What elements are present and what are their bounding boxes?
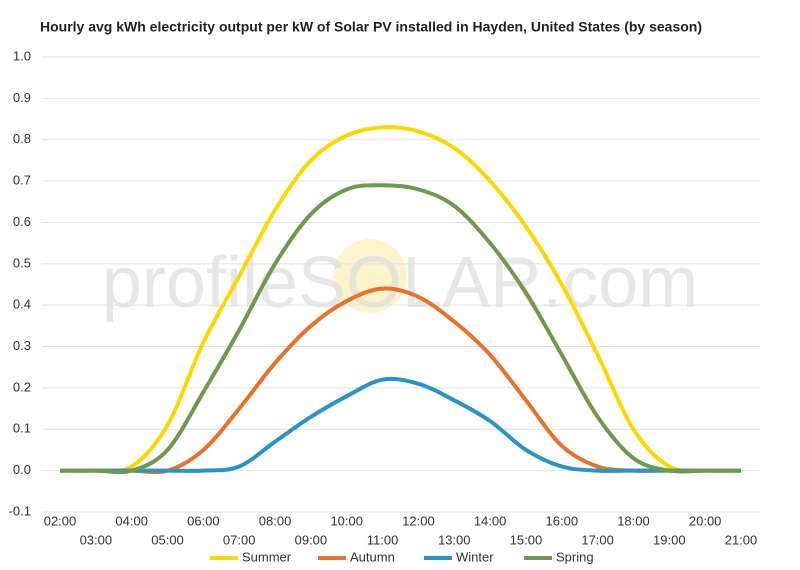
y-tick-label: 0.8 — [13, 131, 31, 146]
watermark: profileSOLAR.com — [102, 243, 698, 323]
legend-swatch — [424, 556, 452, 560]
x-tick-label: 07:00 — [223, 532, 256, 547]
x-tick-label: 10:00 — [330, 513, 363, 528]
x-tick-label: 17:00 — [581, 532, 614, 547]
x-tick-label: 09:00 — [295, 532, 328, 547]
y-tick-label: 0.5 — [13, 255, 31, 270]
series-line — [59, 125, 742, 474]
legend-label: Summer — [242, 549, 292, 564]
y-tick-label: 0.1 — [13, 421, 31, 436]
watermark-sun — [333, 239, 407, 313]
x-tick-label: 05:00 — [151, 532, 184, 547]
x-tick-label: 13:00 — [438, 532, 471, 547]
legend-swatch — [318, 556, 346, 560]
y-tick-label: 0.2 — [13, 379, 31, 394]
x-tick-label: 06:00 — [187, 513, 220, 528]
x-tick-label: 14:00 — [474, 513, 507, 528]
legend-label: Autumn — [350, 549, 395, 564]
legend-swatch — [210, 556, 238, 560]
y-tick-label: -0.1 — [9, 503, 31, 518]
series-line — [59, 376, 741, 473]
series-line — [59, 183, 741, 475]
x-tick-label: 19:00 — [653, 532, 686, 547]
y-tick-label: 0.3 — [13, 338, 31, 353]
x-tick-label: 12:00 — [402, 513, 435, 528]
y-tick-label: 0.7 — [13, 173, 31, 188]
chart-title: Hourly avg kWh electricity output per kW… — [40, 19, 702, 35]
y-tick-label: 1.0 — [13, 48, 31, 63]
x-tick-label: 08:00 — [259, 513, 292, 528]
y-tick-label: 0.9 — [13, 90, 31, 105]
y-tick-label: 0.4 — [13, 297, 31, 312]
y-tick-label: 0.0 — [13, 462, 31, 477]
legend-label: Spring — [556, 549, 594, 564]
x-tick-label: 21:00 — [725, 532, 758, 547]
x-tick-label: 04:00 — [115, 513, 148, 528]
y-tick-label: 0.6 — [13, 214, 31, 229]
x-tick-label: 20:00 — [689, 513, 722, 528]
x-tick-label: 18:00 — [617, 513, 650, 528]
x-tick-label: 02:00 — [44, 513, 77, 528]
x-tick-label: 16:00 — [546, 513, 579, 528]
legend-label: Winter — [456, 549, 494, 564]
legend-swatch — [524, 556, 552, 560]
x-tick-label: 15:00 — [510, 532, 543, 547]
x-tick-label: 03:00 — [80, 532, 113, 547]
x-tick-label: 11:00 — [367, 532, 399, 547]
